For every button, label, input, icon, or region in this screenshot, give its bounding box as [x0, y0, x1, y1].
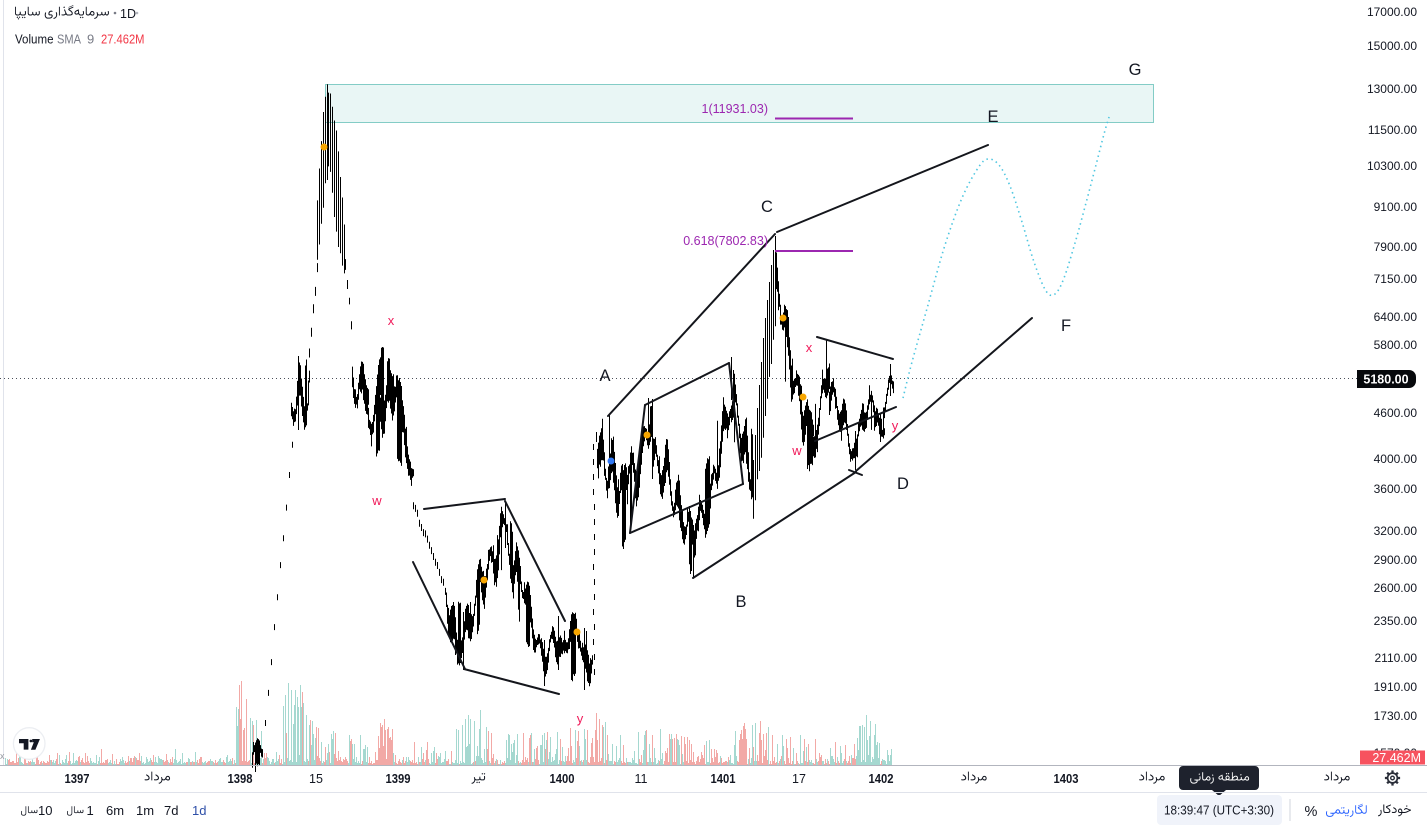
- svg-text:Volume: Volume: [15, 32, 54, 47]
- svg-text:x: x: [806, 340, 813, 355]
- svg-text:A: A: [599, 367, 610, 385]
- svg-text:1397: 1397: [65, 772, 90, 786]
- svg-text:F: F: [1061, 317, 1071, 335]
- svg-text:7900.00: 7900.00: [1374, 240, 1418, 254]
- svg-text:%: %: [1305, 804, 1318, 820]
- svg-text:11: 11: [635, 772, 648, 786]
- svg-text:7150.00: 7150.00: [1374, 272, 1418, 286]
- svg-text:2350.00: 2350.00: [1374, 614, 1418, 628]
- svg-text:2600.00: 2600.00: [1374, 581, 1418, 595]
- svg-text:3200.00: 3200.00: [1374, 524, 1418, 538]
- svg-text:17: 17: [792, 772, 806, 786]
- svg-text:15000.00: 15000.00: [1367, 39, 1417, 53]
- svg-text:w: w: [791, 443, 802, 458]
- svg-text:3600.00: 3600.00: [1374, 482, 1418, 496]
- svg-text:7d: 7d: [164, 803, 178, 818]
- svg-text:C: C: [761, 198, 773, 216]
- svg-text:1403: 1403: [1054, 772, 1079, 786]
- svg-text:15: 15: [309, 772, 323, 786]
- svg-text:4600.00: 4600.00: [1374, 406, 1418, 420]
- svg-text:x: x: [0, 751, 5, 761]
- svg-text:10300.00: 10300.00: [1367, 159, 1417, 173]
- svg-text:18:39:47 (UTC+3:30): 18:39:47 (UTC+3:30): [1164, 803, 1274, 818]
- svg-text:10: 10: [38, 803, 52, 818]
- svg-text:5180.00: 5180.00: [1363, 373, 1408, 387]
- svg-text:x: x: [388, 313, 395, 328]
- svg-text:17000.00: 17000.00: [1367, 5, 1417, 19]
- svg-text:6400.00: 6400.00: [1374, 310, 1418, 324]
- svg-text:9: 9: [87, 32, 94, 47]
- svg-text:1D: 1D: [120, 7, 136, 21]
- svg-text:1730.00: 1730.00: [1374, 709, 1418, 723]
- svg-text:1: 1: [87, 803, 94, 818]
- svg-text:0.618(7802.83): 0.618(7802.83): [683, 234, 768, 248]
- svg-text:1d: 1d: [192, 803, 206, 818]
- svg-text:6m: 6m: [106, 803, 124, 818]
- svg-text:27.462M: 27.462M: [101, 32, 145, 47]
- svg-text:2110.00: 2110.00: [1375, 651, 1418, 665]
- svg-text:1398: 1398: [228, 772, 253, 786]
- svg-text:y: y: [577, 711, 584, 726]
- svg-text:9100.00: 9100.00: [1374, 200, 1418, 214]
- svg-text:1399: 1399: [386, 772, 411, 786]
- svg-text:1(11931.03): 1(11931.03): [702, 102, 769, 116]
- svg-text:1m: 1m: [136, 803, 154, 818]
- svg-text:2900.00: 2900.00: [1374, 553, 1418, 567]
- svg-text:E: E: [987, 108, 998, 126]
- svg-text:5800.00: 5800.00: [1374, 338, 1418, 352]
- svg-text:4000.00: 4000.00: [1374, 452, 1418, 466]
- svg-text:B: B: [735, 593, 746, 611]
- svg-text:SMA: SMA: [57, 32, 81, 47]
- svg-text:1401: 1401: [711, 772, 736, 786]
- svg-text:27.462M: 27.462M: [1372, 751, 1421, 765]
- svg-text:y: y: [892, 418, 899, 433]
- svg-text:w: w: [371, 493, 382, 508]
- svg-text:13000.00: 13000.00: [1367, 82, 1417, 96]
- svg-text:1402: 1402: [869, 772, 894, 786]
- svg-text:1400: 1400: [550, 772, 575, 786]
- svg-text:D: D: [897, 475, 909, 493]
- svg-text:11500.00: 11500.00: [1368, 123, 1417, 137]
- svg-text:G: G: [1129, 61, 1142, 79]
- svg-text:1910.00: 1910.00: [1374, 680, 1418, 694]
